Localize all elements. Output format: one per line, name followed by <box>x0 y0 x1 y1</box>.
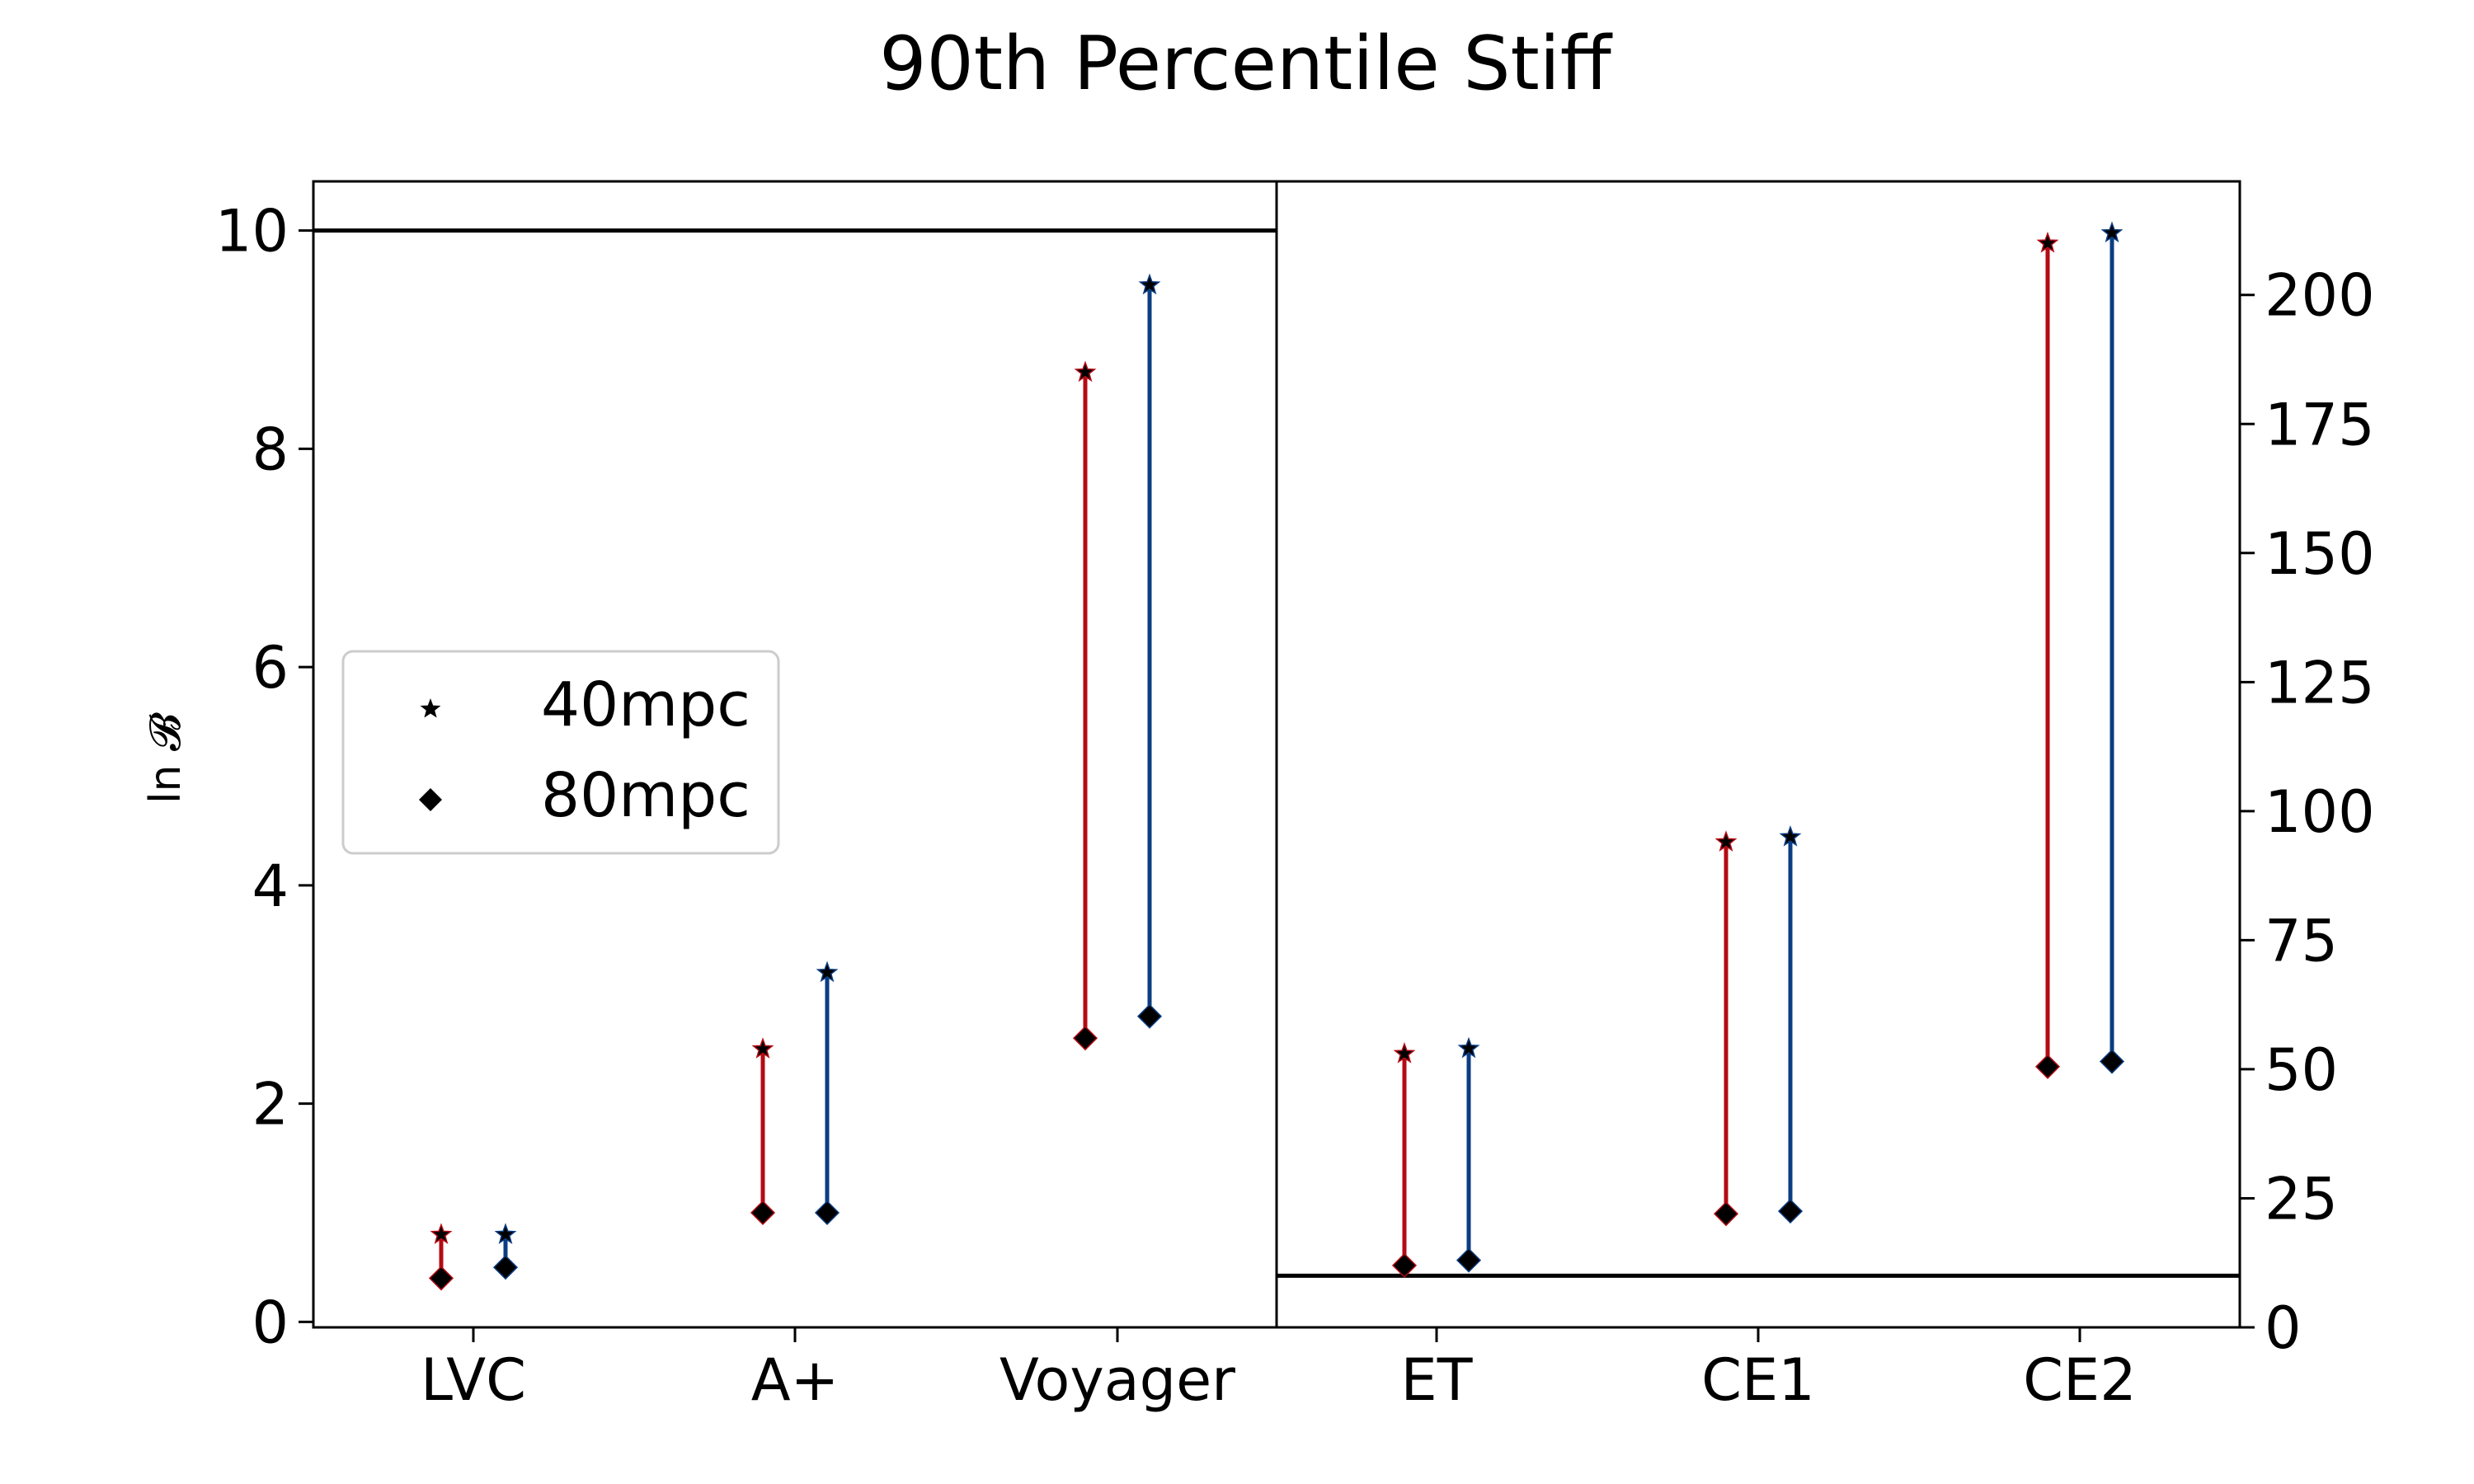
marker-40mpc-red <box>1393 1042 1416 1064</box>
marker-40mpc-blue <box>2100 221 2124 243</box>
marker-80mpc-red <box>1713 1201 1739 1227</box>
y-tick-label: 2 <box>252 1071 289 1139</box>
y-tick-label-right: 200 <box>2265 262 2375 330</box>
marker-40mpc-red <box>430 1223 453 1244</box>
legend-label-80mpc: 80mpc <box>541 760 750 831</box>
diamond-marker <box>419 788 442 811</box>
marker-80mpc-red <box>428 1266 454 1291</box>
y-tick-label-right: 50 <box>2265 1036 2338 1104</box>
right-panel: 0 25 50 75 100 125 150 175 200 ET CE1 CE2 <box>1275 180 2375 1414</box>
marker-80mpc-blue <box>1456 1247 1482 1273</box>
marker-40mpc-red <box>1074 360 1097 383</box>
y-tick-label-right: 100 <box>2265 778 2375 846</box>
legend-diamond-marker <box>419 788 442 811</box>
marker-40mpc-blue <box>1779 825 1802 847</box>
marker-80mpc-red <box>1391 1252 1418 1278</box>
y-tick-label-right: 75 <box>2265 907 2338 974</box>
marker-80mpc-red <box>750 1200 776 1226</box>
y-tick-label: 10 <box>215 198 289 265</box>
marker-80mpc-blue <box>814 1200 840 1226</box>
x-tick-label-voyager: Voyager <box>999 1346 1235 1414</box>
marker-80mpc-red <box>2034 1054 2061 1079</box>
y-axis-label: ln 𝓑 <box>141 712 190 804</box>
star-marker <box>420 698 441 718</box>
marker-40mpc-red <box>1714 830 1738 852</box>
legend: 40mpc 80mpc <box>341 650 780 855</box>
y-tick-label-right: 175 <box>2265 391 2375 458</box>
y-tick-label: 0 <box>252 1289 289 1356</box>
marker-40mpc-blue <box>494 1223 517 1244</box>
x-tick-label-ce1: CE1 <box>1701 1346 1815 1414</box>
y-tick-label-right: 0 <box>2265 1294 2302 1362</box>
legend-label-40mpc: 40mpc <box>541 669 750 740</box>
marker-80mpc-blue <box>2099 1049 2125 1074</box>
y-tick-label: 6 <box>252 634 289 702</box>
marker-40mpc-blue <box>1457 1036 1480 1059</box>
marker-40mpc-blue <box>1138 273 1161 295</box>
marker-80mpc-red <box>1072 1026 1098 1051</box>
marker-40mpc-red <box>2036 231 2059 253</box>
y-tick-label: 4 <box>252 852 289 920</box>
legend-box <box>341 650 780 855</box>
y-tick-label-right: 125 <box>2265 649 2375 716</box>
marker-80mpc-blue <box>1777 1199 1804 1224</box>
y-tick-label: 8 <box>252 416 289 483</box>
x-tick-label-ce2: CE2 <box>2023 1346 2137 1414</box>
y-tick-label-right: 25 <box>2265 1165 2338 1233</box>
x-tick-label-et: ET <box>1401 1346 1473 1414</box>
marker-80mpc-blue <box>492 1255 519 1280</box>
chart-title: 90th Percentile Stiff <box>879 21 1613 107</box>
x-tick-label-lvc: LVC <box>421 1346 526 1414</box>
marker-40mpc-blue <box>816 960 839 983</box>
y-tick-label-right: 150 <box>2265 520 2375 588</box>
x-tick-label-a-: A+ <box>751 1346 840 1414</box>
legend-star-marker <box>420 698 441 718</box>
marker-80mpc-blue <box>1136 1003 1163 1029</box>
left-panel: 0 2 4 6 8 10 LVC A+ Voyager <box>215 180 1278 1414</box>
marker-40mpc-red <box>751 1037 774 1059</box>
